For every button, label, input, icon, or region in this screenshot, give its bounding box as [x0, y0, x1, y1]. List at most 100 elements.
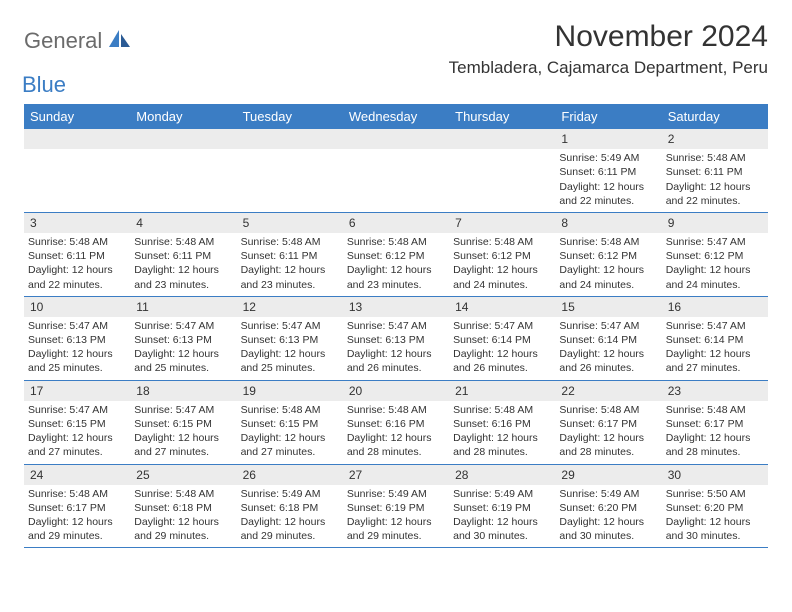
day-number: 2	[662, 129, 768, 149]
day-details: Sunrise: 5:48 AMSunset: 6:12 PMDaylight:…	[449, 235, 555, 296]
daylight-text: Daylight: 12 hours and 29 minutes.	[28, 515, 126, 543]
day-number: 14	[449, 297, 555, 317]
day-number: 21	[449, 381, 555, 401]
sunset-text: Sunset: 6:19 PM	[453, 501, 551, 515]
day-details: Sunrise: 5:47 AMSunset: 6:13 PMDaylight:…	[237, 319, 343, 380]
sunset-text: Sunset: 6:17 PM	[666, 417, 764, 431]
sunset-text: Sunset: 6:11 PM	[666, 165, 764, 179]
day-cell: 25Sunrise: 5:48 AMSunset: 6:18 PMDayligh…	[130, 465, 236, 548]
day-cell: 23Sunrise: 5:48 AMSunset: 6:17 PMDayligh…	[662, 381, 768, 464]
day-details: Sunrise: 5:49 AMSunset: 6:11 PMDaylight:…	[555, 151, 661, 212]
sunset-text: Sunset: 6:14 PM	[666, 333, 764, 347]
day-cell	[343, 129, 449, 212]
sunset-text: Sunset: 6:11 PM	[559, 165, 657, 179]
sunset-text: Sunset: 6:12 PM	[666, 249, 764, 263]
day-details: Sunrise: 5:50 AMSunset: 6:20 PMDaylight:…	[662, 487, 768, 548]
sunrise-text: Sunrise: 5:48 AM	[241, 403, 339, 417]
sunrise-text: Sunrise: 5:47 AM	[453, 319, 551, 333]
day-cell: 30Sunrise: 5:50 AMSunset: 6:20 PMDayligh…	[662, 465, 768, 548]
page-header: General Blue November 2024 Tembladera, C…	[24, 20, 768, 98]
sunrise-text: Sunrise: 5:49 AM	[347, 487, 445, 501]
day-headers-row: Sunday Monday Tuesday Wednesday Thursday…	[24, 104, 768, 129]
daylight-text: Daylight: 12 hours and 25 minutes.	[134, 347, 232, 375]
day-number: 30	[662, 465, 768, 485]
logo: General Blue	[24, 20, 131, 98]
day-details: Sunrise: 5:48 AMSunset: 6:12 PMDaylight:…	[343, 235, 449, 296]
day-cell: 9Sunrise: 5:47 AMSunset: 6:12 PMDaylight…	[662, 213, 768, 296]
day-details: Sunrise: 5:49 AMSunset: 6:18 PMDaylight:…	[237, 487, 343, 548]
day-cell: 19Sunrise: 5:48 AMSunset: 6:15 PMDayligh…	[237, 381, 343, 464]
day-number	[343, 129, 449, 149]
day-header-tue: Tuesday	[237, 104, 343, 129]
day-cell: 1Sunrise: 5:49 AMSunset: 6:11 PMDaylight…	[555, 129, 661, 212]
day-cell: 21Sunrise: 5:48 AMSunset: 6:16 PMDayligh…	[449, 381, 555, 464]
sunset-text: Sunset: 6:15 PM	[28, 417, 126, 431]
day-number: 26	[237, 465, 343, 485]
day-header-wed: Wednesday	[343, 104, 449, 129]
sunset-text: Sunset: 6:16 PM	[453, 417, 551, 431]
day-number: 15	[555, 297, 661, 317]
day-number: 28	[449, 465, 555, 485]
day-details: Sunrise: 5:48 AMSunset: 6:16 PMDaylight:…	[449, 403, 555, 464]
daylight-text: Daylight: 12 hours and 25 minutes.	[28, 347, 126, 375]
logo-text-general: General	[24, 28, 102, 53]
sunrise-text: Sunrise: 5:47 AM	[559, 319, 657, 333]
sunset-text: Sunset: 6:12 PM	[347, 249, 445, 263]
day-details: Sunrise: 5:49 AMSunset: 6:19 PMDaylight:…	[343, 487, 449, 548]
day-number: 22	[555, 381, 661, 401]
sunset-text: Sunset: 6:13 PM	[28, 333, 126, 347]
daylight-text: Daylight: 12 hours and 28 minutes.	[453, 431, 551, 459]
day-header-sun: Sunday	[24, 104, 130, 129]
day-header-fri: Friday	[555, 104, 661, 129]
sunrise-text: Sunrise: 5:48 AM	[134, 487, 232, 501]
day-details: Sunrise: 5:47 AMSunset: 6:13 PMDaylight:…	[343, 319, 449, 380]
day-cell: 11Sunrise: 5:47 AMSunset: 6:13 PMDayligh…	[130, 297, 236, 380]
sunset-text: Sunset: 6:18 PM	[134, 501, 232, 515]
sunset-text: Sunset: 6:19 PM	[347, 501, 445, 515]
sunrise-text: Sunrise: 5:48 AM	[453, 235, 551, 249]
day-details: Sunrise: 5:49 AMSunset: 6:19 PMDaylight:…	[449, 487, 555, 548]
day-cell: 15Sunrise: 5:47 AMSunset: 6:14 PMDayligh…	[555, 297, 661, 380]
sunset-text: Sunset: 6:14 PM	[559, 333, 657, 347]
sunrise-text: Sunrise: 5:47 AM	[347, 319, 445, 333]
sunrise-text: Sunrise: 5:47 AM	[28, 319, 126, 333]
sunset-text: Sunset: 6:15 PM	[134, 417, 232, 431]
day-details: Sunrise: 5:47 AMSunset: 6:14 PMDaylight:…	[555, 319, 661, 380]
daylight-text: Daylight: 12 hours and 30 minutes.	[666, 515, 764, 543]
day-cell: 27Sunrise: 5:49 AMSunset: 6:19 PMDayligh…	[343, 465, 449, 548]
title-block: November 2024 Tembladera, Cajamarca Depa…	[449, 20, 768, 78]
day-cell: 14Sunrise: 5:47 AMSunset: 6:14 PMDayligh…	[449, 297, 555, 380]
day-number	[130, 129, 236, 149]
day-number	[449, 129, 555, 149]
day-details: Sunrise: 5:48 AMSunset: 6:11 PMDaylight:…	[237, 235, 343, 296]
sunrise-text: Sunrise: 5:49 AM	[559, 487, 657, 501]
day-cell: 4Sunrise: 5:48 AMSunset: 6:11 PMDaylight…	[130, 213, 236, 296]
day-details: Sunrise: 5:48 AMSunset: 6:11 PMDaylight:…	[662, 151, 768, 212]
daylight-text: Daylight: 12 hours and 23 minutes.	[241, 263, 339, 291]
day-cell: 6Sunrise: 5:48 AMSunset: 6:12 PMDaylight…	[343, 213, 449, 296]
sunrise-text: Sunrise: 5:47 AM	[666, 235, 764, 249]
day-header-mon: Monday	[130, 104, 236, 129]
day-cell: 2Sunrise: 5:48 AMSunset: 6:11 PMDaylight…	[662, 129, 768, 212]
day-number: 20	[343, 381, 449, 401]
sunrise-text: Sunrise: 5:48 AM	[134, 235, 232, 249]
sunrise-text: Sunrise: 5:47 AM	[241, 319, 339, 333]
day-cell: 13Sunrise: 5:47 AMSunset: 6:13 PMDayligh…	[343, 297, 449, 380]
daylight-text: Daylight: 12 hours and 28 minutes.	[666, 431, 764, 459]
day-cell	[449, 129, 555, 212]
daylight-text: Daylight: 12 hours and 22 minutes.	[666, 180, 764, 208]
daylight-text: Daylight: 12 hours and 30 minutes.	[453, 515, 551, 543]
sunrise-text: Sunrise: 5:48 AM	[347, 403, 445, 417]
sunset-text: Sunset: 6:17 PM	[559, 417, 657, 431]
sunset-text: Sunset: 6:16 PM	[347, 417, 445, 431]
sunset-text: Sunset: 6:11 PM	[134, 249, 232, 263]
daylight-text: Daylight: 12 hours and 27 minutes.	[134, 431, 232, 459]
sunrise-text: Sunrise: 5:47 AM	[666, 319, 764, 333]
week-row: 10Sunrise: 5:47 AMSunset: 6:13 PMDayligh…	[24, 297, 768, 381]
week-row: 17Sunrise: 5:47 AMSunset: 6:15 PMDayligh…	[24, 381, 768, 465]
daylight-text: Daylight: 12 hours and 26 minutes.	[453, 347, 551, 375]
sunset-text: Sunset: 6:12 PM	[453, 249, 551, 263]
day-number: 23	[662, 381, 768, 401]
daylight-text: Daylight: 12 hours and 29 minutes.	[347, 515, 445, 543]
sunrise-text: Sunrise: 5:49 AM	[559, 151, 657, 165]
